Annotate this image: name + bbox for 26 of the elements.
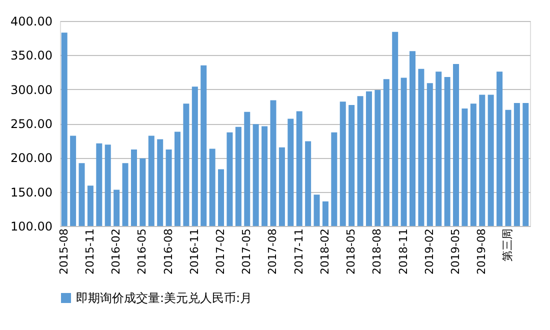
x-tick-label: 2019-05 <box>449 228 462 274</box>
x-tick-label: 2016-05 <box>136 228 149 274</box>
x-tick-label: 2018-02 <box>318 228 332 274</box>
x-tick-label: 2018-11 <box>396 228 410 274</box>
y-tick-label: 400.00 <box>10 14 52 28</box>
x-tick-label: 2015-11 <box>83 228 96 274</box>
x-tick-label: 2016-11 <box>188 228 201 274</box>
x-tick-label: 2018-05 <box>344 228 358 274</box>
x-tick-label: 2017-02 <box>214 228 228 274</box>
x-tick-label: 2017-11 <box>292 228 306 274</box>
y-tick-label: 200.00 <box>10 151 52 166</box>
x-tick-label: 2019-08 <box>475 228 488 274</box>
x-tick-label: 第三周 <box>501 228 514 262</box>
x-tick-label: 2016-02 <box>110 228 123 274</box>
x-tick-label: 2019-02 <box>422 228 436 274</box>
legend-label: 即期询价成交量:美元兑人民币:月 <box>76 291 252 305</box>
y-tick-label: 150.00 <box>10 185 52 200</box>
y-tick-label: 100.00 <box>10 220 52 234</box>
y-tick-label: 300.00 <box>10 82 52 97</box>
x-tick-label: 2018-08 <box>370 228 384 274</box>
y-tick-label: 350.00 <box>10 48 52 63</box>
x-tick-label: 2017-05 <box>240 228 254 274</box>
x-tick-label: 2016-08 <box>162 228 175 274</box>
y-tick-label: 250.00 <box>10 117 52 131</box>
x-tick-label: 2017-08 <box>266 228 280 274</box>
x-tick-label: 2015-08 <box>57 228 70 274</box>
